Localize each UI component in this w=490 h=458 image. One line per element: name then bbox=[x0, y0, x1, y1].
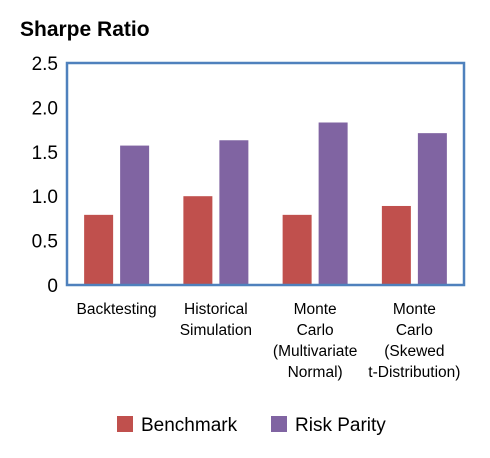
x-axis-category-labels: Backtesting Historical Simulation Monte Carl… bbox=[77, 301, 461, 381]
y-tick-label: 2.5 bbox=[32, 54, 58, 75]
bar-risk-parity bbox=[417, 133, 447, 285]
y-tick-label: 0 bbox=[47, 276, 58, 297]
bars-group bbox=[84, 122, 447, 285]
x-category-label: Backtesting bbox=[77, 301, 157, 318]
bar-benchmark bbox=[282, 214, 312, 285]
y-tick-label: 2.0 bbox=[32, 98, 58, 119]
legend-label: Risk Parity bbox=[295, 415, 386, 436]
bar-risk-parity bbox=[219, 140, 249, 285]
bar-benchmark bbox=[381, 205, 411, 285]
legend-label: Benchmark bbox=[141, 415, 238, 436]
bar-risk-parity bbox=[120, 145, 150, 285]
chart-title: Sharpe Ratio bbox=[20, 18, 150, 41]
x-category-label: Historical Simulation bbox=[180, 301, 252, 339]
y-tick-label: 1.0 bbox=[32, 187, 58, 208]
legend-swatch bbox=[271, 416, 287, 432]
bar-risk-parity bbox=[318, 122, 348, 285]
y-tick-label: 1.5 bbox=[32, 143, 58, 164]
legend: Benchmark Risk Parity bbox=[117, 415, 386, 436]
plot-area-frame bbox=[65, 61, 466, 287]
bar-benchmark bbox=[183, 196, 213, 285]
x-category-label: Monte Carlo (Multivariate Normal) bbox=[273, 301, 357, 381]
legend-swatch bbox=[117, 416, 133, 432]
x-category-label: Monte Carlo (Skewed t-Distribution) bbox=[368, 301, 460, 381]
y-tick-label: 0.5 bbox=[32, 232, 58, 253]
bar-benchmark bbox=[84, 214, 114, 285]
y-axis-ticks: 0 0.5 1.0 1.5 2.0 2.5 bbox=[32, 54, 58, 297]
